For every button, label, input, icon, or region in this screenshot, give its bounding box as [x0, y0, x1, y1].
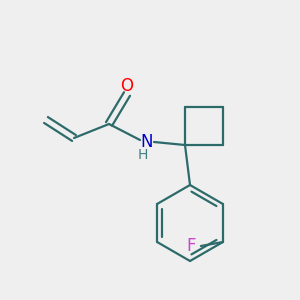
Text: H: H [138, 148, 148, 162]
Text: N: N [141, 133, 153, 151]
Text: O: O [121, 77, 134, 95]
Text: F: F [186, 237, 196, 255]
